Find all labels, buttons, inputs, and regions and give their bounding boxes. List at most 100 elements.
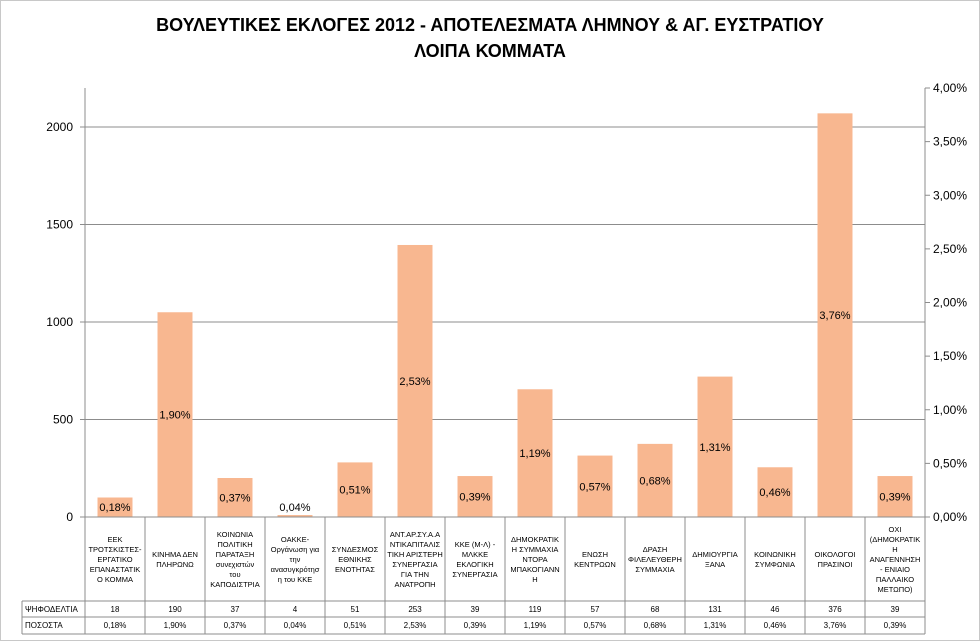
data-label: 0,51% bbox=[339, 485, 370, 497]
table-cell: 39 bbox=[891, 605, 900, 614]
right-axis-tick-label: 4,00% bbox=[933, 81, 967, 95]
bar bbox=[697, 376, 733, 517]
table-cell: 46 bbox=[771, 605, 780, 614]
data-label: 0,18% bbox=[99, 502, 130, 514]
left-axis-tick-label: 0 bbox=[66, 510, 73, 524]
table-cell: 0,39% bbox=[464, 621, 487, 630]
table-cell: 0,68% bbox=[644, 621, 667, 630]
table-cell: 1,19% bbox=[524, 621, 547, 630]
category-label: ΟΧΙ bbox=[889, 525, 902, 534]
category-label: ΔΗΜΟΚΡΑΤΙΚ bbox=[511, 535, 559, 544]
table-cell: 0,51% bbox=[344, 621, 367, 630]
category-label: ΟΙΚΟΛΟΓΟΙ bbox=[814, 550, 855, 559]
category-label: του bbox=[229, 570, 240, 579]
category-label: ΤΙΚΗ ΑΡΙΣΤΕΡΗ bbox=[387, 550, 442, 559]
table-cell: 3,76% bbox=[824, 621, 847, 630]
table-cell: 0,04% bbox=[284, 621, 307, 630]
category-label: συνεχιστών bbox=[216, 560, 255, 569]
category-label: ΠΑΛΛΑΙΚΟ bbox=[876, 575, 914, 584]
data-label: 3,76% bbox=[819, 310, 850, 322]
table-cell: 376 bbox=[828, 605, 842, 614]
category-label: ΝΤΟΡΑ bbox=[522, 555, 547, 564]
table-cell: 39 bbox=[471, 605, 480, 614]
data-label: 0,39% bbox=[459, 492, 490, 504]
data-label: 0,04% bbox=[279, 502, 310, 514]
category-label: (ΔΗΜΟΚΡΑΤΙΚ bbox=[870, 535, 921, 544]
category-label: ΑΝΑΓΕΝΝΗΣΗ bbox=[870, 555, 921, 564]
table-cell: 0,37% bbox=[224, 621, 247, 630]
category-label: ΞΑΝΑ bbox=[705, 560, 725, 569]
category-label: ΚΟΙΝΩΝΙΑ bbox=[217, 530, 253, 539]
table-cell: 68 bbox=[651, 605, 660, 614]
right-axis-tick-label: 0,50% bbox=[933, 456, 967, 470]
category-label: Η bbox=[892, 545, 897, 554]
right-axis-tick-label: 3,00% bbox=[933, 188, 967, 202]
category-label: η του ΚΚΕ bbox=[278, 575, 312, 584]
category-label: ΑΝΑΤΡΟΠΗ bbox=[394, 580, 435, 589]
category-label: Η ΣΥΜΜΑΧΙΑ bbox=[512, 545, 559, 554]
category-label: ΚΙΝΗΜΑ ΔΕΝ bbox=[152, 550, 198, 559]
category-label: ΚΕΝΤΡΩΩΝ bbox=[574, 560, 616, 569]
category-label: ΑΝΤ.ΑΡ.ΣΥ.Α.Α bbox=[390, 530, 440, 539]
category-label: ΜΠΑΚΟΓΙΑΝΝ bbox=[510, 565, 559, 574]
category-label: Η bbox=[532, 575, 537, 584]
data-label: 0,37% bbox=[219, 493, 250, 505]
table-cell: 0,39% bbox=[884, 621, 907, 630]
right-axis-tick-label: 3,50% bbox=[933, 135, 967, 149]
data-label: 1,19% bbox=[519, 448, 550, 460]
table-cell: 51 bbox=[351, 605, 360, 614]
bar bbox=[817, 113, 853, 517]
category-label: ΦΙΛΕΛΕΥΘΕΡΗ bbox=[628, 555, 682, 564]
left-axis-tick-label: 1500 bbox=[46, 218, 73, 232]
category-label: ΚΑΠΟΔΙΣΤΡΙΑ bbox=[210, 580, 260, 589]
category-label: ΟΑΚΚΕ- bbox=[281, 535, 310, 544]
table-cell: 18 bbox=[111, 605, 120, 614]
chart-title-line: ΒΟΥΛΕΥΤΙΚΕΣ ΕΚΛΟΓΕΣ 2012 - ΑΠΟΤΕΛΕΣΜΑΤΑ … bbox=[156, 15, 824, 35]
category-label: ΣΥΝΕΡΓΑΣΙΑ bbox=[452, 570, 497, 579]
category-label: ΠΡΑΣΙΝΟΙ bbox=[818, 560, 853, 569]
bar bbox=[457, 476, 493, 517]
data-label: 0,39% bbox=[879, 492, 910, 504]
table-cell: 1,31% bbox=[704, 621, 727, 630]
right-axis-tick-label: 0,00% bbox=[933, 510, 967, 524]
table-cell: 253 bbox=[408, 605, 422, 614]
data-label: 1,90% bbox=[159, 410, 190, 422]
category-label: την bbox=[290, 555, 301, 564]
bar bbox=[397, 244, 433, 517]
category-label: ΕΘΝΙΚΗΣ bbox=[338, 555, 372, 564]
category-label: ΓΙΑ ΤΗΝ bbox=[401, 570, 429, 579]
category-label: Ο ΚΟΜΜΑ bbox=[97, 575, 133, 584]
right-axis-tick-label: 2,50% bbox=[933, 242, 967, 256]
table-cell: 1,90% bbox=[164, 621, 187, 630]
table-cell: 4 bbox=[293, 605, 298, 614]
table-cell: 119 bbox=[529, 605, 542, 614]
category-label: ΣΥΜΜΑΧΙΑ bbox=[635, 565, 674, 574]
bar bbox=[277, 515, 313, 517]
category-label: ΣΥΜΦΩΝΙΑ bbox=[755, 560, 795, 569]
category-label: ΕΕΚ bbox=[107, 535, 122, 544]
category-label: ΔΗΜΙΟΥΡΓΙΑ bbox=[692, 550, 738, 559]
table-cell: 57 bbox=[591, 605, 600, 614]
data-label: 2,53% bbox=[399, 376, 430, 388]
bar bbox=[97, 497, 133, 517]
category-label: ΔΡΑΣΗ bbox=[643, 545, 668, 554]
data-label: 1,31% bbox=[699, 442, 730, 454]
category-label: ΤΡΟΤΣΚΙΣΤΕΣ- bbox=[88, 545, 142, 554]
table-cell: 0,46% bbox=[764, 621, 787, 630]
table-cell: 2,53% bbox=[404, 621, 427, 630]
left-axis-tick-label: 2000 bbox=[46, 120, 73, 134]
bar bbox=[577, 455, 613, 517]
table-cell: 0,57% bbox=[584, 621, 607, 630]
bar bbox=[337, 462, 373, 517]
category-label: ΚΚΕ (Μ-Λ) - bbox=[455, 540, 496, 549]
chart-subtitle: ΛΟΙΠΑ ΚΟΜΜΑΤΑ bbox=[414, 41, 566, 61]
category-label: ΣΥΝΕΡΓΑΣΙΑ bbox=[392, 560, 437, 569]
category-label: - ΕΝΙΑΙΟ bbox=[880, 565, 910, 574]
right-axis-tick-label: 2,00% bbox=[933, 296, 967, 310]
table-row-label: ΠΟΣΟΣΤΑ bbox=[25, 621, 63, 630]
table-cell: 131 bbox=[708, 605, 722, 614]
data-label: 0,46% bbox=[759, 487, 790, 499]
bar bbox=[757, 467, 793, 517]
category-label: ΠΑΡΑΤΑΞΗ bbox=[216, 550, 255, 559]
